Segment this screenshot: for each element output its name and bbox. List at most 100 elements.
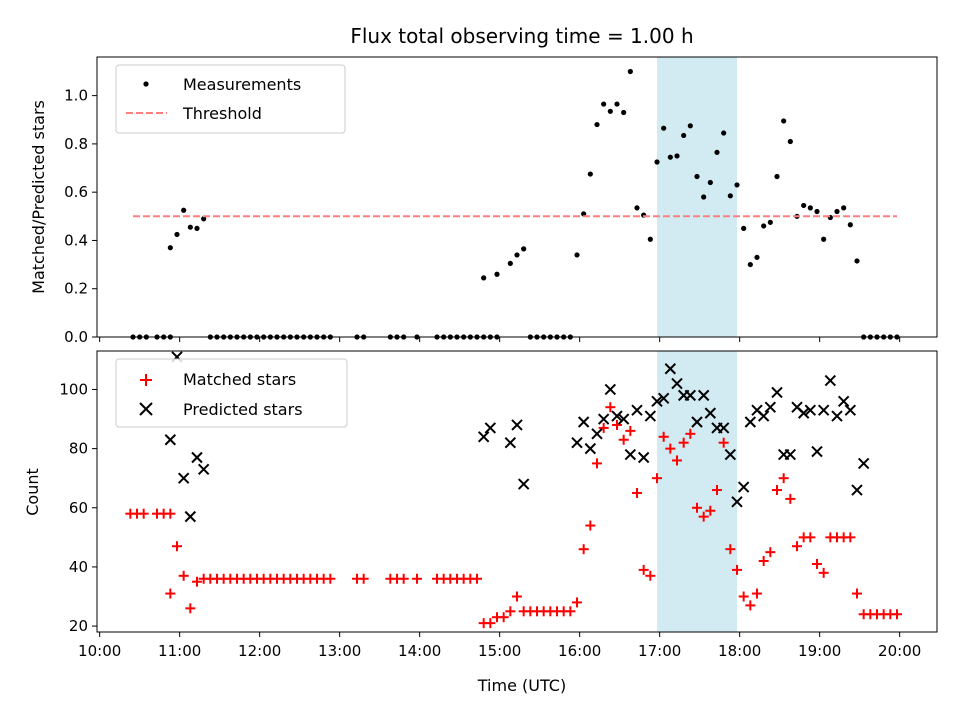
predicted-stars-point: [804, 404, 817, 416]
measurement-point: [847, 222, 853, 228]
matched-stars-point: [512, 591, 522, 602]
measurement-point: [747, 261, 753, 268]
matched-stars-point: [625, 425, 636, 436]
predicted-stars-point: [724, 448, 737, 461]
bottom-shaded-span: [657, 351, 737, 632]
x-tick-label: 20:00: [878, 642, 921, 660]
x-tick-label: 17:00: [638, 642, 681, 660]
predicted-stars-point: [757, 410, 770, 422]
matched-stars-point: [685, 428, 696, 439]
matched-stars-point: [638, 564, 649, 575]
predicted-stars-point: [597, 413, 610, 425]
legend-matched-marker: [140, 374, 152, 386]
predicted-stars-point: [784, 448, 797, 461]
predicted-stars-point: [651, 395, 663, 407]
matched-stars-point: [772, 485, 782, 496]
predicted-stars-point: [717, 422, 730, 434]
matched-stars-point: [172, 541, 182, 552]
matched-stars-point: [585, 520, 596, 531]
bottom-panel: 20 40 60 80 100 10:00 11:00 12:00 13:00 14:00 15:…: [23, 350, 938, 695]
matched-stars-point: [658, 431, 669, 442]
measurement-point: [781, 118, 787, 124]
x-tick-label: 14:00: [398, 642, 441, 660]
top-marks: [130, 68, 900, 340]
measurement-point: [801, 202, 807, 209]
top-shaded-span: [657, 57, 737, 337]
legend-threshold-label: Threshold: [182, 104, 262, 123]
measurement-point: [587, 171, 593, 177]
measurement-point: [514, 252, 520, 258]
top-y-ticks: 0.0 0.2 0.4 0.6 0.8 1.0: [64, 87, 97, 346]
measurement-point: [174, 231, 180, 238]
predicted-stars-point: [691, 416, 703, 428]
measurement-point: [701, 194, 707, 200]
measurement-point: [614, 101, 620, 107]
y-tick-label: 20: [69, 617, 88, 635]
observing-window-span: [657, 351, 737, 632]
y-tick-label: 0.0: [64, 328, 88, 346]
measurement-point: [194, 225, 200, 231]
matched-stars-point: [678, 437, 689, 448]
measurement-point: [634, 205, 640, 211]
predicted-stars-point: [197, 463, 210, 476]
measurement-point: [574, 252, 580, 258]
matched-stars-point: [732, 564, 742, 575]
measurement-point: [741, 225, 747, 231]
matched-stars-point: [605, 402, 616, 413]
predicted-stars-point: [851, 484, 863, 496]
x-tick-label: 10:00: [78, 642, 121, 660]
y-tick-label: 40: [69, 558, 88, 576]
matched-stars-point: [565, 606, 576, 617]
matched-stars-point: [472, 573, 482, 584]
predicted-stars-point: [604, 383, 617, 396]
predicted-stars-point: [731, 496, 743, 508]
measurement-point: [201, 216, 207, 222]
x-tick-label: 13:00: [318, 642, 361, 660]
measurement-point: [181, 207, 187, 213]
predicted-stars-point: [644, 410, 657, 422]
predicted-stars-point: [671, 377, 683, 390]
matched-stars-point: [852, 588, 862, 599]
observing-window-span: [657, 57, 737, 337]
matched-stars-point: [725, 544, 736, 555]
measurement-point: [721, 130, 727, 136]
matched-stars-point: [698, 511, 709, 522]
measurement-point: [767, 219, 773, 225]
matched-stars-point: [592, 458, 602, 469]
predicted-stars-point: [617, 413, 630, 425]
predicted-stars-point: [191, 451, 203, 464]
x-tick-label: 15:00: [478, 642, 521, 660]
y-tick-label: 0.4: [64, 231, 88, 249]
matched-stars-point: [758, 556, 769, 567]
matched-stars-point: [618, 434, 629, 445]
measurement-point: [761, 223, 767, 229]
x-tick-label: 19:00: [798, 642, 841, 660]
measurement-point: [661, 125, 667, 131]
predicted-stars-point: [484, 422, 497, 434]
predicted-stars-point: [811, 445, 823, 458]
matched-stars-point: [792, 541, 802, 552]
predicted-stars-point: [611, 410, 623, 422]
matched-stars-point: [165, 508, 176, 519]
measurement-point: [821, 236, 827, 242]
measurement-point: [674, 153, 680, 159]
bottom-y-ticks: 20 40 60 80 100: [59, 380, 97, 635]
x-tick-label: 12:00: [238, 642, 281, 660]
matched-stars-point: [818, 567, 829, 578]
predicted-stars-point: [571, 436, 583, 449]
matched-stars-point: [805, 532, 816, 543]
measurement-point: [687, 123, 693, 129]
measurement-point: [681, 132, 687, 139]
x-tick-label: 11:00: [158, 642, 201, 660]
matched-stars-point: [705, 505, 716, 516]
measurement-point: [754, 254, 760, 260]
matched-stars-point: [665, 443, 676, 454]
predicted-stars-point: [857, 457, 870, 470]
matched-stars-point: [178, 570, 189, 581]
measurement-point: [841, 205, 847, 211]
y-tick-label: 0.2: [64, 280, 88, 298]
matched-stars-point: [485, 618, 496, 629]
measurement-point: [714, 149, 720, 155]
y-tick-label: 0.8: [64, 135, 88, 153]
matched-stars-point: [712, 485, 722, 496]
